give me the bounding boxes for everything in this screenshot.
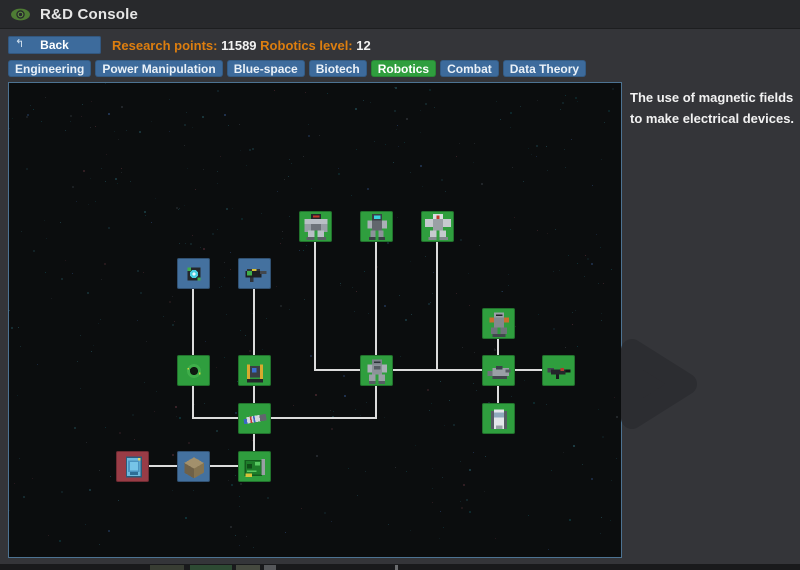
tab-biotech[interactable]: Biotech xyxy=(308,60,367,77)
tech-edge xyxy=(253,289,255,355)
tab-engineering[interactable]: Engineering xyxy=(8,60,92,77)
gun-icon xyxy=(546,358,572,384)
circuit-board-icon xyxy=(242,454,268,480)
tech-node[interactable] xyxy=(116,451,149,482)
back-button-label: Back xyxy=(40,38,69,52)
tech-node[interactable] xyxy=(482,355,515,386)
tech-edge xyxy=(375,386,377,419)
tech-edge xyxy=(314,242,316,371)
tech-node[interactable] xyxy=(542,355,575,386)
tech-edge xyxy=(375,242,377,355)
energy-gun-icon xyxy=(242,261,268,287)
energy-ring-icon xyxy=(181,358,207,384)
research-points-label: Research points: xyxy=(112,37,218,53)
tech-node[interactable] xyxy=(238,355,271,386)
tool-icon xyxy=(242,406,268,432)
tech-node[interactable] xyxy=(482,308,515,339)
tech-edge xyxy=(315,369,360,371)
tab-blue-space[interactable]: Blue-space xyxy=(226,60,305,77)
tech-node[interactable] xyxy=(238,451,271,482)
robotics-level-value: 12 xyxy=(356,37,371,53)
tech-node[interactable] xyxy=(238,403,271,434)
titlebar: R&D Console xyxy=(0,0,800,29)
tech-node[interactable] xyxy=(177,258,210,289)
tech-edge xyxy=(515,369,542,371)
category-tabs: Engineering Power Manipulation Blue-space B… xyxy=(8,60,587,77)
tech-edge xyxy=(393,369,482,371)
clipped-bottom-strip xyxy=(0,564,800,570)
tab-power-manipulation[interactable]: Power Manipulation xyxy=(95,60,223,77)
assault-mech-icon xyxy=(424,213,451,240)
work-mech-icon xyxy=(364,358,390,384)
tab-combat[interactable]: Combat xyxy=(440,60,499,77)
tech-edge xyxy=(192,386,194,419)
tech-node[interactable] xyxy=(177,451,210,482)
beacon-icon xyxy=(181,261,207,287)
tech-edge xyxy=(253,434,255,451)
tech-edge xyxy=(253,386,255,403)
tech-description: The use of magnetic fields to make elect… xyxy=(630,90,795,126)
combat-mech-icon xyxy=(364,213,390,240)
light-mech-icon xyxy=(486,311,512,337)
machine-part-icon xyxy=(242,358,268,384)
tab-data-theory[interactable]: Data Theory xyxy=(502,60,587,77)
tech-edge xyxy=(497,386,499,403)
tech-node[interactable] xyxy=(360,211,393,242)
tech-edge xyxy=(192,289,194,355)
vehicle-icon xyxy=(486,406,512,432)
tech-tree-map xyxy=(8,82,622,558)
tech-node[interactable] xyxy=(360,355,393,386)
data-disk-icon xyxy=(120,454,146,480)
eye-icon xyxy=(11,8,30,20)
back-button[interactable]: ↰ Back xyxy=(8,36,101,54)
page-title: R&D Console xyxy=(40,5,139,23)
tech-edge xyxy=(193,417,238,419)
heavy-mech-icon xyxy=(303,213,329,240)
decorative-right-arrow xyxy=(621,339,697,429)
robotics-level-label: Robotics level: xyxy=(260,37,353,53)
tech-node[interactable] xyxy=(421,211,454,242)
tech-edge xyxy=(436,242,438,371)
tech-edge xyxy=(497,339,499,355)
tech-edge xyxy=(271,417,377,419)
tech-edge xyxy=(149,465,177,467)
research-points-value: 11589 xyxy=(221,37,257,53)
return-arrow-icon: ↰ xyxy=(15,38,25,50)
toolbar: ↰ Back Research points: 11589 Robotics l… xyxy=(8,36,792,54)
speeder-icon xyxy=(486,358,512,384)
ore-cube-icon xyxy=(181,454,207,480)
research-stats: Research points: 11589 Robotics level: 1… xyxy=(112,38,371,53)
tech-node[interactable] xyxy=(238,258,271,289)
tech-node[interactable] xyxy=(299,211,332,242)
tech-edge xyxy=(210,465,238,467)
tech-node[interactable] xyxy=(177,355,210,386)
tab-robotics[interactable]: Robotics xyxy=(370,60,437,77)
tech-node[interactable] xyxy=(482,403,515,434)
